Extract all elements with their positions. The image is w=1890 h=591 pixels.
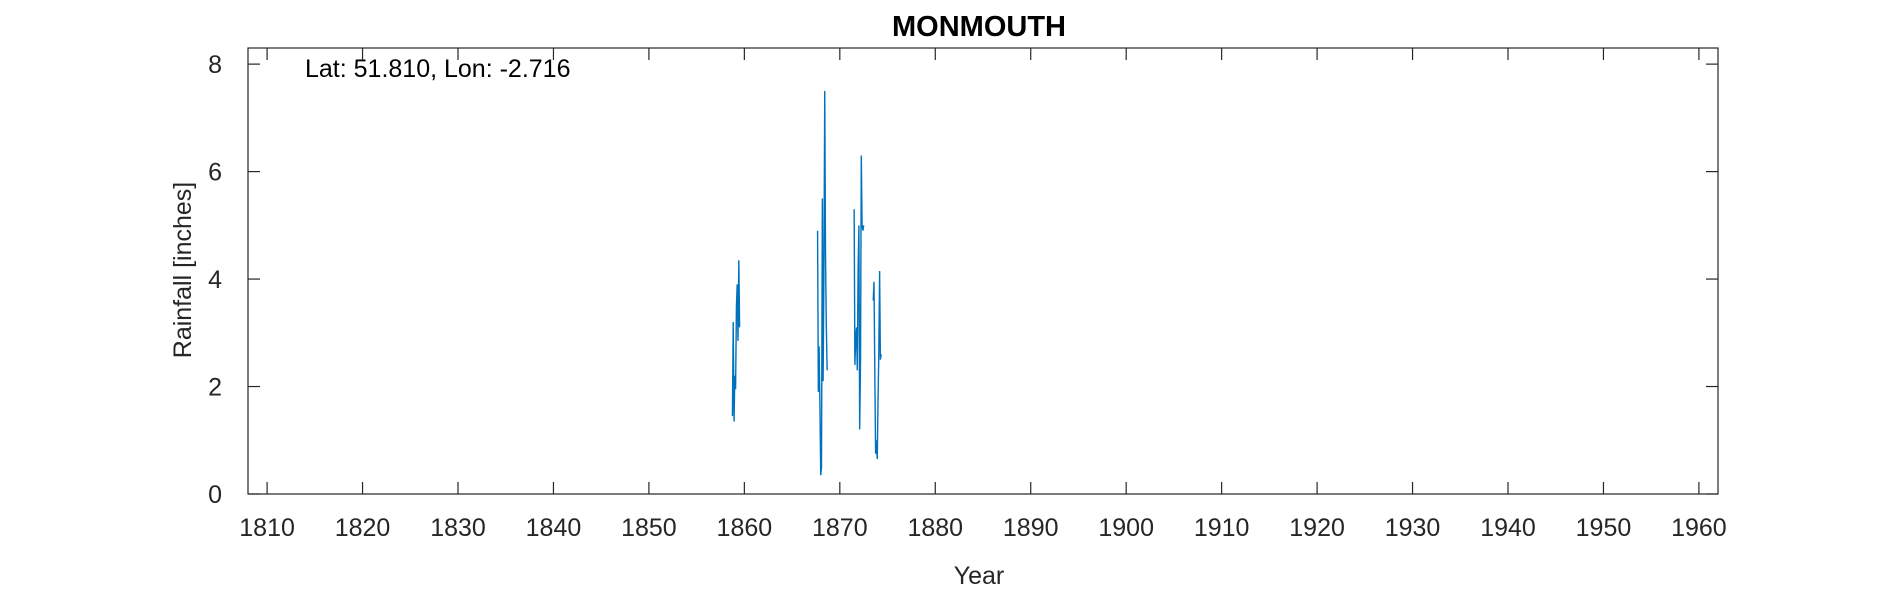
x-tick-label: 1890 — [1003, 514, 1059, 542]
x-tick-label: 1870 — [812, 514, 868, 542]
y-tick-label: 4 — [208, 266, 222, 294]
x-tick-label: 1840 — [526, 514, 582, 542]
x-tick-label: 1830 — [430, 514, 486, 542]
chart-title: MONMOUTH — [892, 11, 1066, 43]
x-tick-label: 1880 — [907, 514, 963, 542]
x-axis: 1810 1820 1830 1840 1850 1860 1870 1880 1890 1900… — [239, 48, 1727, 542]
x-tick-label: 1810 — [239, 514, 295, 542]
y-tick-label: 0 — [208, 481, 222, 509]
x-tick-label: 1900 — [1098, 514, 1154, 542]
y-tick-label: 2 — [208, 374, 222, 402]
rainfall-line-segment — [853, 155, 865, 430]
plot-area-frame — [247, 47, 1719, 495]
rainfall-line-segment — [816, 90, 828, 476]
x-tick-label: 1860 — [717, 514, 773, 542]
x-tick-label: 1950 — [1576, 514, 1632, 542]
y-tick-label: 6 — [208, 159, 222, 187]
x-tick-label: 1940 — [1480, 514, 1536, 542]
rainfall-line-segment — [731, 260, 741, 422]
x-tick-label: 1850 — [621, 514, 677, 542]
rainfall-line-segment — [872, 270, 882, 460]
x-tick-label: 1820 — [335, 514, 391, 542]
x-tick-label: 1930 — [1385, 514, 1441, 542]
lat-lon-annotation: Lat: 51.810, Lon: -2.716 — [305, 55, 571, 83]
x-tick-label: 1910 — [1194, 514, 1250, 542]
y-axis: 0 2 4 6 8 — [208, 51, 1718, 509]
y-tick-label: 8 — [208, 51, 222, 79]
y-axis-label: Rainfall [inches] — [169, 182, 197, 358]
rainfall-series — [731, 90, 882, 476]
x-tick-label: 1960 — [1671, 514, 1727, 542]
x-axis-label: Year — [954, 562, 1005, 590]
x-tick-label: 1920 — [1289, 514, 1345, 542]
